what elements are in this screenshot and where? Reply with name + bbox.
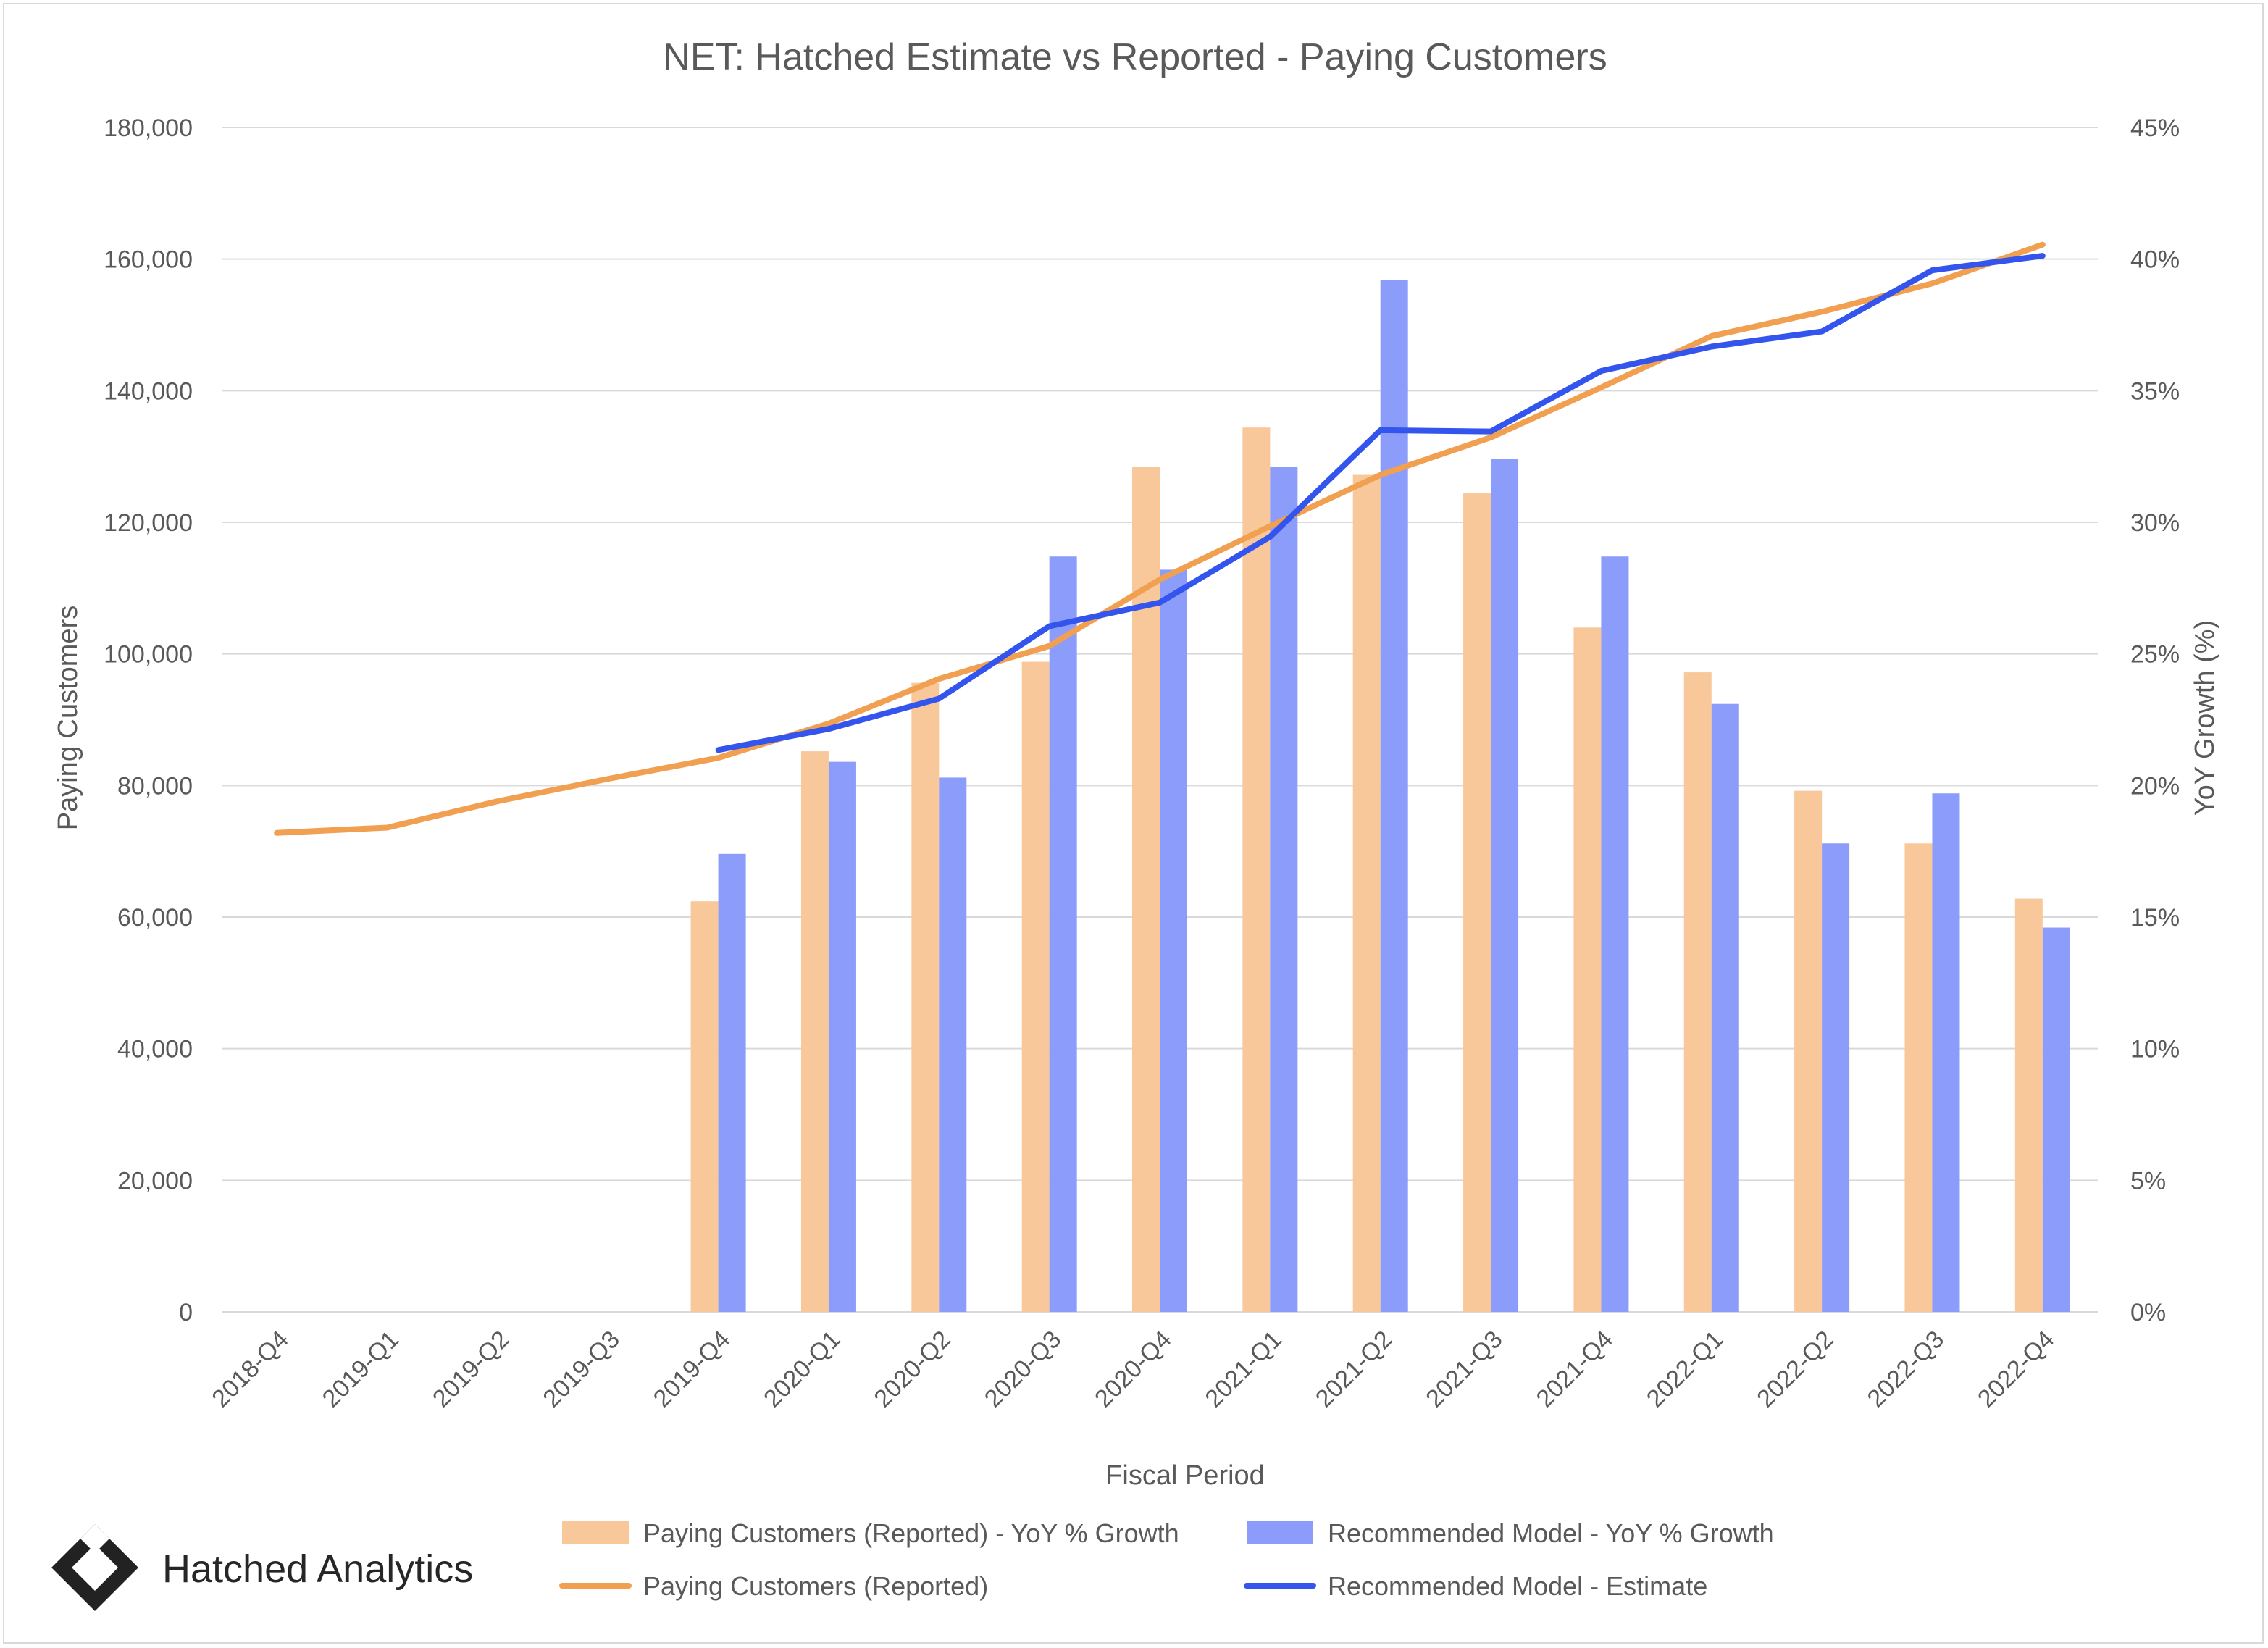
x-tick-label: 2022-Q2 bbox=[1752, 1326, 1838, 1413]
reported-growth-bar bbox=[1463, 493, 1491, 1312]
legend-label: Paying Customers (Reported) - YoY % Grow… bbox=[643, 1518, 1179, 1548]
y-left-tick-label: 80,000 bbox=[117, 772, 193, 800]
model-growth-bar bbox=[939, 777, 967, 1312]
bars bbox=[690, 280, 2070, 1313]
model-growth-bar bbox=[1601, 556, 1629, 1312]
x-axis-title: Fiscal Period bbox=[1105, 1460, 1265, 1491]
chart-svg: NET: Hatched Estimate vs Reported - Payi… bbox=[51, 36, 2220, 1611]
x-tick-label: 2019-Q4 bbox=[648, 1326, 735, 1413]
y-right-tick-label: 0% bbox=[2130, 1299, 2166, 1326]
y-right-tick-label: 30% bbox=[2130, 509, 2180, 537]
reported-growth-bar bbox=[2014, 898, 2043, 1312]
model-growth-bar bbox=[1491, 459, 1519, 1312]
model-growth-bar bbox=[1160, 569, 1187, 1312]
model-growth-bar bbox=[1932, 793, 1960, 1312]
x-tick-label: 2022-Q4 bbox=[1972, 1326, 2059, 1413]
y-left-tick-label: 120,000 bbox=[104, 509, 193, 537]
reported-customers-line bbox=[274, 241, 2046, 836]
reported-growth-bar bbox=[1352, 474, 1381, 1312]
logo-mark-icon bbox=[51, 1524, 138, 1611]
logo-text: Hatched Analytics bbox=[162, 1547, 473, 1591]
y-right-tick-label: 45% bbox=[2130, 114, 2180, 142]
y-right-tick-label: 5% bbox=[2130, 1167, 2166, 1195]
x-tick-label: 2022-Q1 bbox=[1641, 1326, 1728, 1413]
y-right-tick-label: 20% bbox=[2130, 772, 2180, 800]
x-tick-label: 2020-Q3 bbox=[979, 1326, 1066, 1413]
lines bbox=[274, 241, 2046, 836]
reported-growth-bar bbox=[1794, 790, 1823, 1312]
model-growth-bar bbox=[1711, 703, 1739, 1312]
x-tick-label: 2022-Q3 bbox=[1862, 1326, 1949, 1413]
y-axis-right-title: YoY Growth (%) bbox=[2190, 620, 2220, 816]
x-tick-label: 2019-Q1 bbox=[317, 1326, 404, 1413]
reported-growth-bar bbox=[1573, 627, 1602, 1312]
chart-frame: NET: Hatched Estimate vs Reported - Payi… bbox=[3, 3, 2264, 1644]
y-axis-left-title: Paying Customers bbox=[53, 606, 83, 830]
reported-growth-bar bbox=[1683, 672, 1712, 1312]
legend-swatch bbox=[1247, 1521, 1313, 1544]
x-tick-label: 2018-Q4 bbox=[206, 1326, 293, 1413]
y-left-tick-label: 140,000 bbox=[104, 377, 193, 405]
x-tick-label: 2020-Q1 bbox=[758, 1326, 845, 1413]
model-growth-bar bbox=[1380, 280, 1408, 1312]
y-right-tick-label: 40% bbox=[2130, 246, 2180, 274]
y-left-tick-label: 180,000 bbox=[104, 114, 193, 142]
y-left-tick-label: 20,000 bbox=[117, 1167, 193, 1195]
hatched-analytics-logo: Hatched Analytics bbox=[51, 1524, 473, 1611]
y-left-tick-label: 0 bbox=[179, 1299, 193, 1326]
y-left-tick-label: 40,000 bbox=[117, 1036, 193, 1063]
x-tick-label: 2019-Q2 bbox=[427, 1326, 514, 1413]
legend: Paying Customers (Reported) - YoY % Grow… bbox=[559, 1518, 1774, 1601]
model-growth-bar bbox=[1822, 843, 1850, 1312]
model-growth-bar bbox=[828, 761, 856, 1312]
reported-growth-bar bbox=[690, 901, 719, 1312]
y-left-tick-label: 160,000 bbox=[104, 246, 193, 274]
reported-growth-bar bbox=[800, 751, 829, 1312]
legend-label: Recommended Model - Estimate bbox=[1328, 1571, 1707, 1601]
y-right-tick-label: 25% bbox=[2130, 641, 2180, 669]
y-left-tick-label: 100,000 bbox=[104, 641, 193, 669]
reported-growth-bar bbox=[1021, 661, 1050, 1312]
reported-growth-bar bbox=[1904, 843, 1933, 1312]
legend-swatch bbox=[562, 1521, 629, 1544]
x-tick-label: 2021-Q1 bbox=[1200, 1326, 1287, 1413]
y-right-tick-label: 10% bbox=[2130, 1036, 2180, 1063]
x-tick-label: 2020-Q4 bbox=[1089, 1326, 1176, 1413]
reported-growth-bar bbox=[1242, 427, 1271, 1313]
model-growth-bar bbox=[718, 853, 746, 1312]
model-growth-bar bbox=[2042, 927, 2070, 1312]
y-right-tick-label: 35% bbox=[2130, 377, 2180, 405]
legend-label: Paying Customers (Reported) bbox=[643, 1571, 988, 1601]
x-tick-label: 2021-Q3 bbox=[1420, 1326, 1507, 1413]
y-right-tick-label: 15% bbox=[2130, 904, 2180, 932]
legend-label: Recommended Model - YoY % Growth bbox=[1328, 1518, 1774, 1548]
x-tick-label: 2021-Q2 bbox=[1310, 1326, 1397, 1413]
chart-title: NET: Hatched Estimate vs Reported - Payi… bbox=[663, 36, 1607, 78]
model-estimate-line bbox=[715, 253, 2046, 753]
y-left-tick-label: 60,000 bbox=[117, 904, 193, 932]
x-tick-label: 2021-Q4 bbox=[1531, 1326, 1618, 1413]
model-growth-bar bbox=[1270, 467, 1298, 1313]
model-growth-bar bbox=[1049, 556, 1077, 1312]
x-tick-label: 2020-Q2 bbox=[869, 1326, 956, 1413]
x-tick-label: 2019-Q3 bbox=[537, 1326, 624, 1413]
reported-growth-bar bbox=[911, 682, 940, 1312]
